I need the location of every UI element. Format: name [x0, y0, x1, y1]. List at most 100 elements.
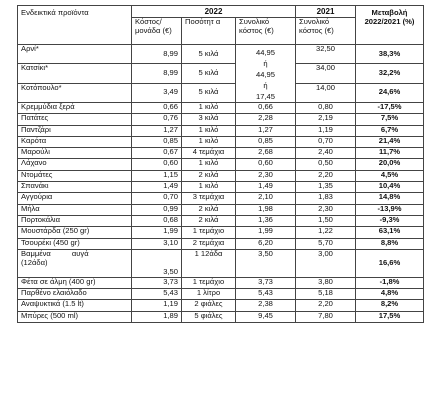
product-name: Αναψυκτικά (1.5 lt) [17, 299, 132, 312]
total-2021: 7,80 [295, 310, 356, 324]
unit-cost: 1,19 [131, 299, 182, 312]
change-value: 8,8% [355, 237, 424, 250]
unit-cost: 8,99 [131, 43, 182, 65]
quantity: 5 κιλά [181, 82, 236, 104]
product-name: Παρθένο ελαιόλαδο [17, 288, 132, 301]
table-row: Λάχανο 0,60 1 κιλό 0,60 0,50 20,0% [17, 158, 424, 171]
total-2022-line: 44,95 [255, 70, 275, 79]
table-row: Πατάτες 0,76 3 κιλά 2,28 2,19 7,5% [17, 113, 424, 126]
change-value: 11,7% [355, 147, 424, 160]
total-2021: 1,35 [295, 181, 356, 194]
total-2022: 1,27 [235, 124, 296, 137]
product-name: Αγγούρια [17, 192, 132, 205]
unit-cost: 1,89 [131, 310, 182, 324]
header-total-2021: Συνολικό κόστος (€) [295, 17, 356, 45]
total-2022: 2,10 [235, 192, 296, 205]
table-row: Μουστάρδα (250 gr) 1,99 1 τεμάχιο 1,99 1,22 6… [17, 226, 424, 239]
quantity: 4 τεμάχια [181, 147, 236, 160]
total-2022: 1,49 [235, 181, 296, 194]
table-row: Κοτόπουλο* 3,49 5 κιλά 14,00 24,6% [17, 82, 424, 104]
table-row: Καρότα 0,85 1 κιλό 0,85 0,70 21,4% [17, 135, 424, 149]
total-2022: 3,73 [235, 276, 296, 290]
table-row: Μήλα 0,99 2 κιλά 1,98 2,30 -13,9% [17, 203, 424, 216]
total-2021: 5,70 [295, 237, 356, 250]
product-name: Μουστάρδα (250 gr) [17, 226, 132, 239]
price-comparison-table: Ενδεικτικά προϊόντα 2022 2021 Μεταβολή 2… [17, 5, 424, 324]
product-name: Κοτόπουλο* [17, 82, 132, 104]
total-2022: 6,20 [235, 237, 296, 250]
header-year-2021: 2021 [295, 5, 356, 18]
total-2022: 2,28 [235, 113, 296, 126]
header-quantity: Ποσότητ α [181, 17, 236, 45]
table-row: Παρθένο ελαιόλαδο 5,43 1 λίτρο 5,43 5,18 4,8% [17, 288, 424, 301]
change-value: 20,0% [355, 158, 424, 171]
change-value: 4,8% [355, 288, 424, 301]
change-value: 10,4% [355, 181, 424, 194]
total-2022: 1,36 [235, 214, 296, 228]
total-2021: 1,83 [295, 192, 356, 205]
product-name: Πατάτες [17, 113, 132, 126]
quantity: 2 φιάλες [181, 299, 236, 312]
change-value: -17,5% [355, 101, 424, 115]
header-change-label: Μεταβολή 2022/2021 (%) [364, 8, 415, 26]
unit-cost: 3,10 [131, 237, 182, 250]
unit-cost: 0,76 [131, 113, 182, 126]
unit-cost: 1,15 [131, 169, 182, 183]
table-row: Πορτοκάλια 0,68 2 κιλά 1,36 1,50 -9,3% [17, 214, 424, 228]
change-value: 24,6% [355, 82, 424, 104]
total-2022-line: 44,95 [255, 48, 275, 57]
total-2021: 14,00 [295, 82, 356, 104]
total-2021: 0,80 [295, 101, 356, 115]
product-name: Μαρούλι [17, 147, 132, 160]
total-2022: 0,60 [235, 158, 296, 171]
quantity: 1 τεμάχιο [181, 276, 236, 290]
total-2022: 0,66 [235, 101, 296, 115]
unit-cost: 5,43 [131, 288, 182, 301]
total-2022-merged: 44,95 ή 44,95 ή 17,45 [235, 44, 296, 103]
total-2021: 2,20 [295, 299, 356, 312]
quantity: 3 κιλά [181, 113, 236, 126]
change-value: -9,3% [355, 214, 424, 228]
product-name-line: (12άδα) [21, 257, 48, 267]
quantity: 1 τεμάχιο [181, 226, 236, 239]
table-row: Φέτα σε άλμη (400 gr) 3,73 1 τεμάχιο 3,73 3,… [17, 276, 424, 290]
quantity: 1 12άδα [181, 248, 236, 278]
unit-cost: 8,99 [131, 63, 182, 84]
change-value: 21,4% [355, 135, 424, 149]
total-2022: 2,68 [235, 147, 296, 160]
table-row: Μαρούλι 0,67 4 τεμάχια 2,68 2,40 11,7% [17, 147, 424, 160]
product-name: Παντζάρι [17, 124, 132, 137]
change-value: 32,2% [355, 63, 424, 84]
quantity: 1 κιλό [181, 124, 236, 137]
change-value: -13,9% [355, 203, 424, 216]
total-2021: 2,30 [295, 203, 356, 216]
table-row: Σπανάκι 1,49 1 κιλό 1,49 1,35 10,4% [17, 181, 424, 194]
total-2021: 5,18 [295, 288, 356, 301]
unit-cost: 0,85 [131, 135, 182, 149]
total-2021: 2,40 [295, 147, 356, 160]
total-2021: 3,80 [295, 276, 356, 290]
total-2022: 0,85 [235, 135, 296, 149]
product-name: Βαμμένα αυγά (12άδα) [17, 248, 132, 278]
header-product: Ενδεικτικά προϊόντα [17, 5, 132, 45]
total-2022: 9,45 [235, 310, 296, 324]
quantity: 1 κιλό [181, 101, 236, 115]
product-name: Φέτα σε άλμη (400 gr) [17, 276, 132, 290]
change-value: 8,2% [355, 299, 424, 312]
total-2021: 0,70 [295, 135, 356, 149]
change-value: 63,1% [355, 226, 424, 239]
table-row: Ντομάτες 1,15 2 κιλά 2,30 2,20 4,5% [17, 169, 424, 183]
change-value: -1,8% [355, 276, 424, 290]
total-2021: 32,50 [295, 43, 356, 65]
product-name: Τσουρέκι (450 gr) [17, 237, 132, 250]
total-2021: 2,19 [295, 113, 356, 126]
quantity: 5 φιάλες [181, 310, 236, 324]
unit-cost: 1,99 [131, 226, 182, 239]
unit-cost: 0,70 [131, 192, 182, 205]
price-table-container: Ενδεικτικά προϊόντα 2022 2021 Μεταβολή 2… [17, 5, 424, 324]
change-value: 14,8% [355, 192, 424, 205]
change-value: 7,5% [355, 113, 424, 126]
table-row: Αρνί* 8,99 5 κιλά 44,95 ή 44,95 ή 17,45 … [17, 43, 424, 103]
total-2022: 1,98 [235, 203, 296, 216]
quantity: 3 τεμάχια [181, 192, 236, 205]
